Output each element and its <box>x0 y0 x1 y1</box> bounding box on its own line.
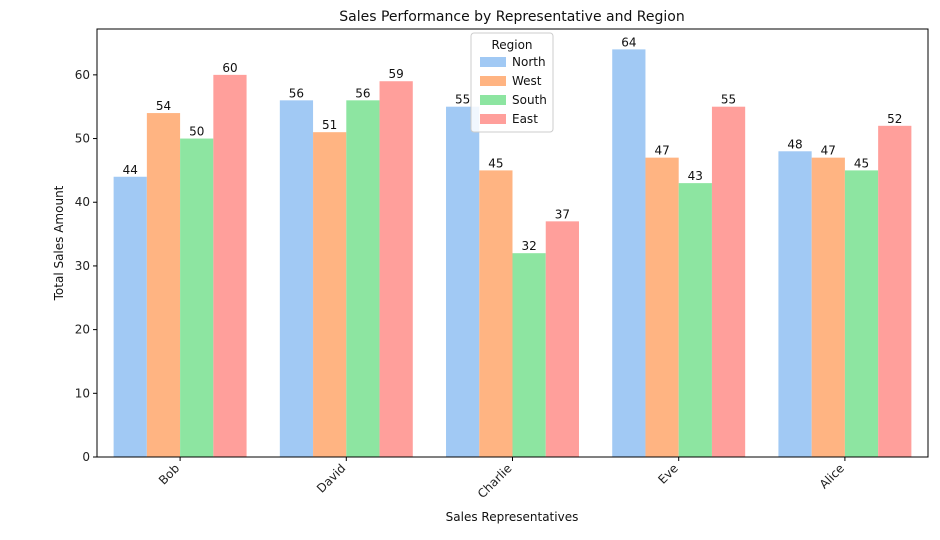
y-tick-label: 50 <box>75 132 90 146</box>
bar-value-label: 37 <box>555 207 570 221</box>
bar-south-alice <box>844 170 879 457</box>
bar-value-label: 60 <box>222 61 237 75</box>
bar-south-david <box>346 100 380 457</box>
y-tick-label: 20 <box>75 323 90 337</box>
legend: Region North West South East <box>470 32 554 133</box>
legend-swatch-east <box>480 114 506 124</box>
bar-east-bob <box>213 74 247 458</box>
bar-value-label: 54 <box>156 99 171 113</box>
legend-swatch-south <box>480 95 506 105</box>
x-tick-label-charlie: Charlie <box>475 461 515 501</box>
bar-value-label: 59 <box>389 67 404 81</box>
bar-value-label: 47 <box>821 144 836 158</box>
bar-value-label: 50 <box>189 125 204 139</box>
bar-value-label: 51 <box>322 118 337 132</box>
y-tick-label: 60 <box>75 68 90 82</box>
bar-west-david <box>313 132 347 457</box>
bar-north-david <box>279 100 314 457</box>
bar-north-charlie <box>446 106 480 457</box>
bar-west-eve <box>645 157 679 457</box>
bar-north-eve <box>612 49 646 457</box>
x-tick-label-alice: Alice <box>817 461 847 491</box>
x-tick-label-david: David <box>314 461 348 495</box>
bar-value-label: 44 <box>123 163 138 177</box>
legend-label-west: West <box>512 74 542 88</box>
bar-value-labels: 44 54 50 60 56 51 56 59 55 45 32 37 64 47 43 55 48 47 45 52 <box>123 35 903 253</box>
x-tick-label-eve: Eve <box>655 461 681 487</box>
y-tick-label: 10 <box>75 386 90 400</box>
y-tick-label: 0 <box>82 450 90 464</box>
bar-east-alice <box>878 125 912 457</box>
chart-title: Sales Performance by Representative and … <box>339 9 684 25</box>
legend-title: Region <box>491 38 532 52</box>
axes <box>93 28 929 461</box>
bar-value-label: 32 <box>521 239 536 253</box>
y-axis-title: Total Sales Amount <box>52 185 66 301</box>
bar-east-david <box>379 81 413 457</box>
bar-west-charlie <box>479 170 513 457</box>
bar-north-bob <box>113 176 147 457</box>
y-tick-label: 40 <box>75 195 90 209</box>
bar-east-charlie <box>545 221 579 457</box>
bar-south-charlie <box>512 253 546 457</box>
bar-south-eve <box>678 183 712 457</box>
legend-label-east: East <box>512 112 538 126</box>
bar-value-label: 45 <box>488 156 503 170</box>
legend-swatch-north <box>480 57 506 67</box>
bar-value-label: 56 <box>289 86 304 100</box>
bar-value-label: 56 <box>355 86 370 100</box>
bar-west-alice <box>811 157 845 457</box>
bar-east-eve <box>711 106 746 457</box>
bar-south-bob <box>180 138 214 458</box>
legend-items: North West South East <box>480 55 547 126</box>
bar-value-label: 45 <box>854 156 869 170</box>
bar-north-alice <box>778 151 812 458</box>
bar-value-label: 55 <box>455 93 470 107</box>
legend-swatch-west <box>480 76 506 86</box>
bar-value-label: 64 <box>621 35 636 49</box>
bar-value-label: 43 <box>688 169 703 183</box>
legend-label-south: South <box>512 93 547 107</box>
bar-value-label: 48 <box>787 137 802 151</box>
bar-value-label: 47 <box>654 144 669 158</box>
y-tick-label: 30 <box>75 259 90 273</box>
bars-layer <box>113 49 912 458</box>
legend-label-north: North <box>512 55 546 69</box>
bar-west-bob <box>146 113 181 457</box>
x-axis-title: Sales Representatives <box>446 510 579 524</box>
bar-value-label: 55 <box>721 93 736 107</box>
x-tick-label-bob: Bob <box>156 461 182 487</box>
bar-value-label: 52 <box>887 112 902 126</box>
